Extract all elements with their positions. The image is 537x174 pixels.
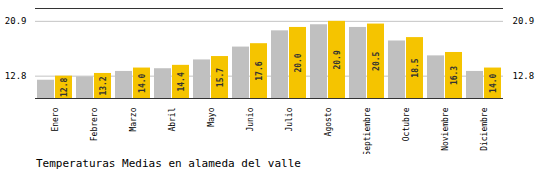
svg-text:Marzo: Marzo <box>129 107 138 131</box>
svg-text:14.0: 14.0 <box>489 73 498 92</box>
svg-text:16.3: 16.3 <box>450 66 459 85</box>
svg-text:14.4: 14.4 <box>177 72 186 91</box>
svg-text:Julio: Julio <box>285 107 294 131</box>
svg-text:12.8: 12.8 <box>60 78 69 97</box>
svg-text:Enero: Enero <box>51 107 60 131</box>
svg-text:Septiembre: Septiembre <box>363 107 372 154</box>
svg-text:18.5: 18.5 <box>411 58 420 77</box>
svg-text:20.9: 20.9 <box>333 50 342 69</box>
svg-text:12.8: 12.8 <box>513 71 535 81</box>
svg-text:Agosto: Agosto <box>324 107 333 136</box>
svg-text:13.2: 13.2 <box>99 76 108 95</box>
svg-text:14.0: 14.0 <box>138 73 147 92</box>
svg-text:Junio: Junio <box>246 107 255 131</box>
svg-text:20.9: 20.9 <box>513 16 535 26</box>
svg-text:15.7: 15.7 <box>216 68 225 87</box>
svg-text:17.6: 17.6 <box>255 61 264 80</box>
svg-text:Noviembre: Noviembre <box>441 107 450 151</box>
svg-text:20.5: 20.5 <box>372 51 381 70</box>
svg-text:Mayo: Mayo <box>207 107 216 126</box>
svg-text:Octubre: Octubre <box>402 107 411 141</box>
svg-text:20.0: 20.0 <box>294 53 303 72</box>
svg-text:Diciembre: Diciembre <box>480 107 489 151</box>
svg-text:20.9: 20.9 <box>5 16 27 26</box>
html-text:Temperaturas Medias en alameda: Temperaturas Medias en alameda del valle <box>36 157 301 170</box>
svg-text:12.8: 12.8 <box>5 71 27 81</box>
svg-text:Abril: Abril <box>168 107 177 131</box>
svg-text:Febrero: Febrero <box>90 107 99 141</box>
